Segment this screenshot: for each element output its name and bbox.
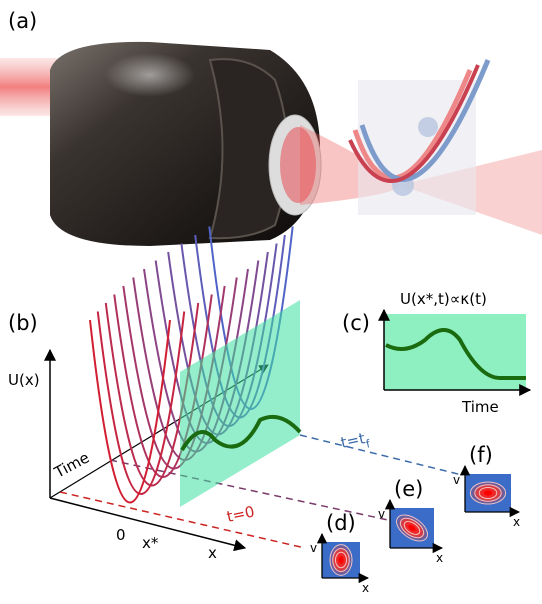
panel-label: (f) [469, 443, 493, 467]
y-axis-label: v [378, 507, 385, 521]
y-axis-label: v [310, 541, 317, 555]
x-axis-label: x [436, 551, 443, 565]
panel-label: (a) [8, 9, 37, 33]
figure: (a) (b) U(x) Time 0 x* x t=0 t=tf (c) U(… [0, 0, 542, 604]
dashed-guide [300, 435, 462, 475]
y-axis-label: v [453, 473, 460, 487]
t-final-text: t=t [339, 429, 367, 452]
x-axis-label: Time [461, 398, 499, 416]
x-tick-label: 0 [116, 526, 126, 544]
t-final-label: t=tf [339, 428, 372, 456]
t-final-subscript: f [365, 437, 373, 451]
particle [418, 117, 438, 137]
panel-label: (c) [342, 311, 370, 335]
phase-space-panels: v x (d) v x (e) v x (f) [310, 443, 520, 595]
peak [484, 491, 492, 496]
panel-label: (b) [8, 311, 38, 335]
x-axis-label: x [513, 515, 520, 529]
peak [339, 557, 344, 564]
highlight [105, 53, 195, 97]
x-axis-label: x [208, 544, 217, 562]
x-tick-label: x* [142, 534, 159, 552]
x-axis-label: x [362, 581, 369, 595]
panel-label: (e) [394, 477, 423, 501]
panel-title: U(x*,t)∝κ(t) [400, 290, 487, 308]
panel-label: (d) [326, 511, 356, 535]
t-initial-label: t=0 [225, 502, 256, 525]
cut-plane [180, 300, 300, 507]
panel-c: (c) U(x*,t)∝κ(t) Time [342, 290, 530, 416]
panel-a: (a) [0, 9, 542, 246]
y-axis-label: U(x) [8, 371, 40, 389]
time-axis-label: Time [51, 448, 93, 482]
